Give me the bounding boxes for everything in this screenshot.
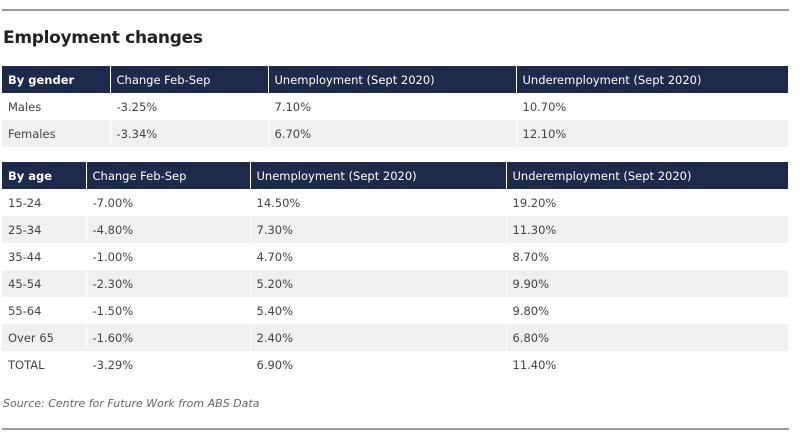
table-cell-unemployment: 6.70% [267,120,516,147]
age-header-change: Change Feb-Sep [85,162,250,189]
table-cell-unemployment: 5.40% [249,297,506,324]
age-header-unemployment: Unemployment (Sept 2020) [249,162,506,189]
table-cell-underemployment: 10.70% [515,93,788,120]
gender-header-unemployment: Unemployment (Sept 2020) [267,66,516,93]
top-divider [2,9,789,11]
table-cell-change: -1.60% [85,324,250,351]
age-table-header-row: By age Change Feb-Sep Unemployment (Sept… [2,162,788,189]
age-header-by-age: By age [2,162,86,189]
table-cell-change: -3.25% [109,93,268,120]
table-cell-change: -7.00% [85,189,250,216]
age-header-underemployment: Underemployment (Sept 2020) [505,162,788,189]
table-cell-label: 35-44 [2,243,86,270]
table-cell-unemployment: 2.40% [249,324,506,351]
table-row: 35-44 -1.00% 4.70% 8.70% [2,243,788,270]
bottom-divider [2,428,789,430]
age-table: By age Change Feb-Sep Unemployment (Sept… [2,162,788,378]
table-cell-underemployment: 11.40% [505,351,788,378]
table-row: Over 65 -1.60% 2.40% 6.80% [2,324,788,351]
table-row: 15-24 -7.00% 14.50% 19.20% [2,189,788,216]
table-cell-unemployment: 14.50% [249,189,506,216]
table-cell-underemployment: 12.10% [515,120,788,147]
table-cell-unemployment: 6.90% [249,351,506,378]
gender-header-underemployment: Underemployment (Sept 2020) [515,66,788,93]
table-row: 45-54 -2.30% 5.20% 9.90% [2,270,788,297]
table-cell-underemployment: 9.80% [505,297,788,324]
source-note: Source: Centre for Future Work from ABS … [3,397,260,410]
table-cell-underemployment: 6.80% [505,324,788,351]
table-cell-change: -2.30% [85,270,250,297]
table-row: TOTAL -3.29% 6.90% 11.40% [2,351,788,378]
table-cell-change: -1.50% [85,297,250,324]
table-row: Males -3.25% 7.10% 10.70% [2,93,788,120]
table-cell-label: 25-34 [2,216,86,243]
table-cell-label: Females [2,120,110,147]
table-cell-underemployment: 9.90% [505,270,788,297]
table-cell-label: 45-54 [2,270,86,297]
table-cell-change: -4.80% [85,216,250,243]
table-cell-label: Over 65 [2,324,86,351]
gender-header-by-gender: By gender [2,66,110,93]
table-cell-unemployment: 7.10% [267,93,516,120]
table-cell-label: 15-24 [2,189,86,216]
table-cell-label: Males [2,93,110,120]
table-cell-label: TOTAL [2,351,86,378]
table-cell-unemployment: 4.70% [249,243,506,270]
gender-header-change: Change Feb-Sep [109,66,268,93]
table-cell-underemployment: 8.70% [505,243,788,270]
table-cell-change: -3.34% [109,120,268,147]
table-cell-label: 55-64 [2,297,86,324]
table-cell-underemployment: 19.20% [505,189,788,216]
table-cell-change: -3.29% [85,351,250,378]
table-row: 55-64 -1.50% 5.40% 9.80% [2,297,788,324]
gender-table-header-row: By gender Change Feb-Sep Unemployment (S… [2,66,788,93]
table-row: 25-34 -4.80% 7.30% 11.30% [2,216,788,243]
page-title: Employment changes [3,28,203,48]
table-cell-unemployment: 5.20% [249,270,506,297]
gender-table: By gender Change Feb-Sep Unemployment (S… [2,66,788,147]
table-cell-change: -1.00% [85,243,250,270]
table-cell-underemployment: 11.30% [505,216,788,243]
table-cell-unemployment: 7.30% [249,216,506,243]
table-row: Females -3.34% 6.70% 12.10% [2,120,788,147]
